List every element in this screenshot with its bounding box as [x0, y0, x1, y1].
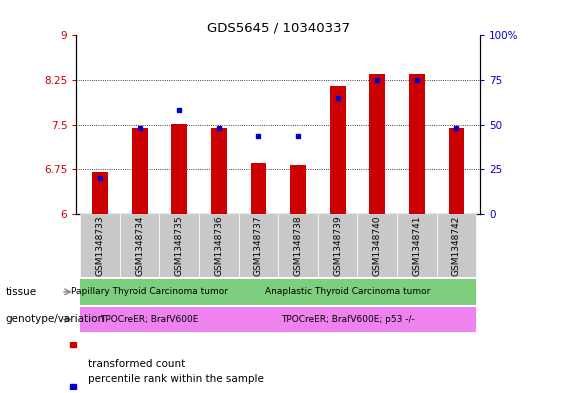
- Bar: [330, 86, 346, 214]
- Bar: [370, 74, 385, 214]
- Bar: [80, 307, 238, 332]
- Text: GSM1348739: GSM1348739: [333, 215, 342, 276]
- Text: Anaplastic Thyroid Carcinoma tumor: Anaplastic Thyroid Carcinoma tumor: [265, 287, 431, 296]
- Bar: [92, 172, 108, 214]
- Bar: [290, 165, 306, 214]
- Text: GSM1348741: GSM1348741: [412, 215, 421, 276]
- Bar: [80, 279, 238, 305]
- Text: GSM1348733: GSM1348733: [95, 215, 105, 276]
- Bar: [132, 129, 147, 214]
- Title: GDS5645 / 10340337: GDS5645 / 10340337: [207, 21, 350, 34]
- Text: tissue: tissue: [6, 287, 37, 297]
- Bar: [279, 214, 318, 277]
- Text: percentile rank within the sample: percentile rank within the sample: [88, 374, 263, 384]
- Bar: [120, 214, 159, 277]
- Bar: [159, 214, 199, 277]
- Text: TPOCreER; BrafV600E: TPOCreER; BrafV600E: [101, 315, 199, 324]
- Bar: [80, 214, 120, 277]
- Text: GSM1348735: GSM1348735: [175, 215, 184, 276]
- Bar: [397, 214, 437, 277]
- Bar: [238, 214, 279, 277]
- Bar: [238, 307, 476, 332]
- Bar: [437, 214, 476, 277]
- Bar: [449, 129, 464, 214]
- Bar: [211, 129, 227, 214]
- Text: GSM1348738: GSM1348738: [294, 215, 303, 276]
- Text: GSM1348742: GSM1348742: [452, 215, 461, 276]
- Text: GSM1348736: GSM1348736: [214, 215, 223, 276]
- Bar: [250, 163, 266, 214]
- Bar: [358, 214, 397, 277]
- Bar: [199, 214, 238, 277]
- Text: TPOCreER; BrafV600E; p53 -/-: TPOCreER; BrafV600E; p53 -/-: [281, 315, 415, 324]
- Text: genotype/variation: genotype/variation: [6, 314, 105, 324]
- Text: GSM1348737: GSM1348737: [254, 215, 263, 276]
- Bar: [238, 279, 476, 305]
- Text: GSM1348740: GSM1348740: [373, 215, 382, 276]
- Bar: [318, 214, 358, 277]
- Bar: [409, 74, 425, 214]
- Text: GSM1348734: GSM1348734: [135, 215, 144, 276]
- Text: transformed count: transformed count: [88, 358, 185, 369]
- Text: Papillary Thyroid Carcinoma tumor: Papillary Thyroid Carcinoma tumor: [71, 287, 228, 296]
- Bar: [171, 123, 187, 214]
